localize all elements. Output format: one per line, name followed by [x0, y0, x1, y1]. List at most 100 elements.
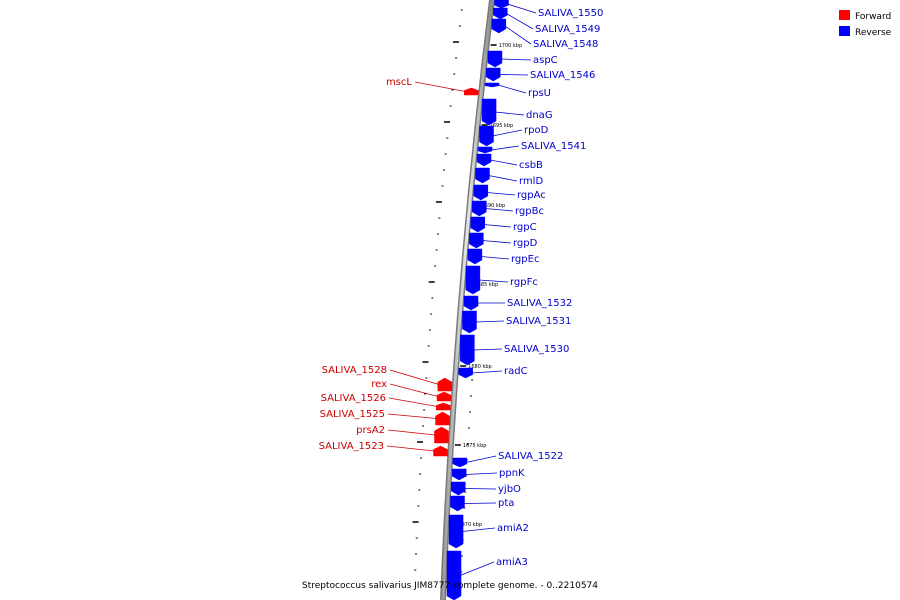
- gene-connector: [491, 145, 520, 151]
- gene-connector: [473, 348, 503, 351]
- gene-label-saliva_1548[interactable]: SALIVA_1548: [533, 39, 598, 50]
- gene-connector: [507, 3, 537, 14]
- gene-connector: [471, 370, 503, 374]
- gene-arrow-saliva_1528[interactable]: [437, 377, 453, 392]
- gene-connector: [475, 320, 505, 323]
- gene-label-rgpc[interactable]: rgpC: [513, 222, 537, 233]
- gene-label-saliva_1525[interactable]: SALIVA_1525: [320, 409, 385, 420]
- ruler-tick-label: 1700 kbp: [499, 43, 523, 49]
- legend-forward-swatch: [839, 10, 850, 20]
- gene-arrow-aspc[interactable]: [487, 50, 503, 68]
- gene-connector: [500, 58, 532, 61]
- gene-label-amia2[interactable]: amiA2: [497, 523, 529, 534]
- gene-label-radc[interactable]: radC: [504, 366, 528, 377]
- ruler-tick-label: 1685 kbp: [475, 282, 499, 288]
- gene-arrow-rgpac[interactable]: [473, 184, 489, 201]
- gene-connector: [387, 429, 436, 436]
- gene-label-saliva_1528[interactable]: SALIVA_1528: [322, 365, 387, 376]
- gene-label-saliva_1541[interactable]: SALIVA_1541: [521, 141, 586, 152]
- gene-connector: [388, 397, 438, 407]
- gene-arrow-rpod[interactable]: [479, 125, 494, 147]
- gene-arrow-rmld[interactable]: [475, 167, 490, 184]
- gene-label-saliva_1531[interactable]: SALIVA_1531: [506, 316, 571, 327]
- gene-label-amia3[interactable]: amiA3: [496, 557, 528, 568]
- gene-arrow-amia2[interactable]: [448, 514, 464, 549]
- gene-connector: [485, 208, 514, 212]
- gene-label-csbb[interactable]: csbB: [519, 160, 543, 171]
- gene-arrow-saliva_1532[interactable]: [463, 295, 479, 311]
- gene-arrow-ppnk[interactable]: [451, 468, 467, 481]
- legend-reverse-swatch: [839, 26, 850, 36]
- gene-connector: [465, 455, 497, 463]
- gene-arrow-rgpc[interactable]: [470, 216, 486, 233]
- gene-label-saliva_1550[interactable]: SALIVA_1550: [538, 8, 603, 19]
- gene-arrow-saliva_1546[interactable]: [485, 67, 501, 82]
- gene-arrow-saliva_1530[interactable]: [460, 334, 475, 366]
- gene-arrow-rgpd[interactable]: [469, 232, 484, 249]
- ruler-dots: [412, 9, 474, 573]
- gene-connector: [492, 129, 523, 137]
- gene-label-rpod[interactable]: rpoD: [524, 125, 549, 136]
- gene-connector: [482, 240, 512, 244]
- gene-arrow-saliva_1525[interactable]: [435, 411, 450, 426]
- gene-arrow-amia3[interactable]: [446, 550, 462, 600]
- genome-backbone-highlight: [441, 0, 494, 600]
- gene-arrow-rpsu[interactable]: [484, 82, 500, 88]
- gene-label-saliva_1530[interactable]: SALIVA_1530: [504, 344, 569, 355]
- gene-arrow-mscl[interactable]: [464, 87, 479, 96]
- gene-label-pta[interactable]: pta: [498, 498, 514, 509]
- gene-arrow-csbb[interactable]: [476, 153, 492, 167]
- gene-arrow-rgpec[interactable]: [467, 248, 483, 265]
- gene-connector: [483, 224, 512, 228]
- gene-label-saliva_1549[interactable]: SALIVA_1549: [535, 24, 600, 35]
- gene-arrow-saliva_1522[interactable]: [452, 457, 468, 468]
- gene-arrow-pta[interactable]: [450, 495, 465, 512]
- gene-label-saliva_1523[interactable]: SALIVA_1523: [319, 441, 384, 452]
- gene-label-rex[interactable]: rex: [371, 379, 387, 390]
- gene-label-rgpd[interactable]: rgpD: [513, 238, 538, 249]
- gene-label-yjbo[interactable]: yjbO: [498, 484, 521, 495]
- gene-label-prsa2[interactable]: prsA2: [356, 425, 385, 436]
- ruler-tick-label: 1695 kbp: [490, 123, 514, 129]
- gene-label-rgpac[interactable]: rgpAc: [517, 190, 546, 201]
- gene-connector: [478, 279, 509, 283]
- gene-connector: [389, 369, 439, 385]
- gene-arrow-saliva_1523[interactable]: [433, 445, 448, 457]
- gene-label-rmld[interactable]: rmlD: [519, 176, 543, 187]
- gene-arrow-saliva_1526[interactable]: [436, 402, 451, 411]
- gene-connector: [480, 256, 510, 260]
- gene-arrow-rgpfc[interactable]: [465, 265, 481, 295]
- gene-arrow-radc[interactable]: [458, 367, 473, 379]
- gene-arrow-saliva_1548[interactable]: [491, 18, 507, 34]
- gene-arrow-rgpbc[interactable]: [472, 200, 487, 217]
- gene-label-saliva_1546[interactable]: SALIVA_1546: [530, 70, 595, 81]
- gene-label-ppnk[interactable]: ppnK: [499, 468, 525, 479]
- gene-connector: [506, 13, 534, 30]
- gene-label-rgpec[interactable]: rgpEc: [511, 254, 539, 265]
- gene-label-saliva_1522[interactable]: SALIVA_1522: [498, 451, 563, 462]
- gene-arrow-rex[interactable]: [436, 391, 452, 402]
- gene-arrow-prsa2[interactable]: [434, 426, 449, 444]
- gene-connector: [499, 74, 529, 76]
- gene-arrow-saliva_1541[interactable]: [477, 146, 493, 154]
- gene-label-aspc[interactable]: aspC: [533, 55, 558, 66]
- gene-arrow-dnag[interactable]: [481, 98, 497, 126]
- gene-label-rgpbc[interactable]: rgpBc: [515, 206, 544, 217]
- gene-label-rpsu[interactable]: rpsU: [528, 88, 551, 99]
- gene-label-saliva_1526[interactable]: SALIVA_1526: [321, 393, 386, 404]
- gene-label-rgpfc[interactable]: rgpFc: [510, 277, 538, 288]
- gene-label-mscl[interactable]: mscL: [386, 77, 412, 88]
- gene-connector: [387, 413, 437, 419]
- gene-arrow-saliva_1531[interactable]: [462, 310, 477, 334]
- gene-connector: [495, 111, 525, 116]
- gene-arrow-saliva_1549[interactable]: [493, 7, 508, 20]
- gene-connector: [488, 175, 518, 182]
- legend-forward-label: Forward: [855, 12, 891, 22]
- gene-arrow-yjbo[interactable]: [451, 481, 466, 496]
- gene-label-dnag[interactable]: dnaG: [526, 110, 553, 121]
- gene-connector: [389, 383, 439, 397]
- gene-arrow-saliva_1550[interactable]: [494, 0, 509, 9]
- ruler-tick-label: 1680 kbp: [468, 364, 492, 370]
- gene-label-saliva_1532[interactable]: SALIVA_1532: [507, 298, 572, 309]
